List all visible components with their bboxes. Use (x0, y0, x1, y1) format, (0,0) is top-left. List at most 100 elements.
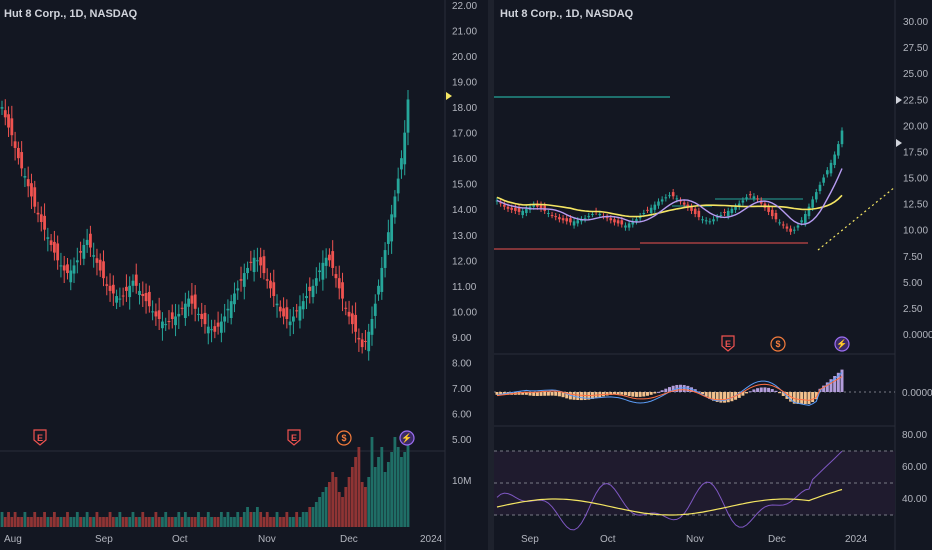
left-candle-body (141, 293, 145, 297)
left-price-marker (446, 92, 452, 100)
left-volume-bar (305, 512, 308, 527)
right-candle-body (822, 177, 825, 183)
left-event-label: E (291, 433, 297, 443)
right-candle-body (653, 204, 657, 210)
left-event-label: E (37, 433, 43, 443)
left-candle-body (216, 322, 220, 327)
left-candle-body (200, 313, 204, 320)
right-event-marker[interactable]: ⚡ (834, 336, 850, 352)
right-price-marker-1 (896, 96, 902, 104)
left-candle-body (269, 280, 272, 289)
panel-divider[interactable] (488, 0, 494, 550)
split-icon (399, 430, 415, 446)
left-price-tick: 19.00 (452, 78, 477, 89)
left-candle-body (236, 288, 240, 291)
left-candle-body (275, 303, 279, 306)
left-candle-body (328, 254, 331, 261)
right-event-label: ⚡ (836, 338, 847, 350)
left-candle-body (305, 296, 308, 299)
left-volume-bar (151, 517, 155, 527)
left-candle-body (131, 280, 135, 286)
right-event-marker[interactable]: $ (770, 336, 786, 352)
left-price-tick: 18.00 (452, 103, 477, 114)
left-candle-body (170, 312, 174, 320)
left-volume-bar (141, 512, 145, 527)
left-volume-bar (174, 517, 177, 527)
macd-signal-line (496, 376, 843, 401)
macd-hist-bar (770, 389, 774, 392)
right-time-tick: Nov (686, 534, 704, 545)
right-candle-body (609, 218, 613, 221)
right-candle-body (660, 199, 664, 202)
left-volume-bar (144, 517, 148, 527)
right-candle-body (726, 210, 730, 217)
left-volume-bar (190, 517, 194, 527)
left-candle-body (92, 255, 96, 257)
left-volume-bar (328, 482, 331, 527)
left-candle-body (62, 265, 66, 271)
right-candle-body (800, 220, 803, 223)
left-volume-bar (229, 517, 233, 527)
right-candle-body (664, 197, 668, 199)
left-volume-bar (213, 517, 217, 527)
left-volume-bar (278, 517, 282, 527)
macd-hist-bar (822, 385, 826, 392)
left-candle-body (128, 285, 132, 298)
left-volume-bar (210, 517, 213, 527)
left-volume-bar (69, 517, 73, 527)
left-candle-body (151, 311, 155, 313)
macd-hist-bar (561, 392, 565, 398)
right-price-tick: 25.00 (903, 69, 928, 80)
left-volume-bar (161, 517, 164, 527)
macd-hist-bar (612, 392, 616, 395)
right-candle-body (708, 221, 712, 223)
left-volume-bar (285, 512, 289, 527)
right-candle-body (807, 206, 811, 217)
rsi-ma-line (496, 488, 843, 516)
left-event-marker[interactable]: ⚡ (399, 430, 415, 446)
left-price-tick: 21.00 (452, 27, 477, 38)
left-volume-bar (134, 517, 138, 527)
macd-hist-bar (631, 392, 635, 397)
left-price-tick: 14.00 (452, 205, 477, 216)
right-candle-body (561, 218, 565, 221)
right-candle-body (620, 220, 624, 225)
left-volume-bar (396, 447, 400, 527)
left-event-marker[interactable]: $ (336, 430, 352, 446)
left-candle-body (203, 312, 207, 325)
left-candle-body (282, 308, 285, 317)
left-candle-body (226, 308, 230, 311)
left-candle-body (390, 214, 394, 242)
right-candle-body (503, 204, 506, 207)
macd-hist-bar (814, 392, 818, 400)
left-candle-body (285, 307, 289, 320)
macd-hist-bar (623, 392, 627, 396)
macd-hist-bar (535, 392, 539, 396)
left-candle-body (377, 285, 380, 295)
right-price-tick: 7.50 (903, 252, 923, 263)
left-volume-bar (3, 517, 7, 527)
left-volume-bar (89, 517, 92, 527)
right-candle-body (690, 206, 693, 211)
macd-hist-bar (524, 392, 528, 395)
right-candle-body (635, 219, 638, 222)
right-candle-body (510, 207, 513, 210)
macd-hist-bar (550, 392, 554, 396)
left-volume-bar (154, 512, 158, 527)
left-event-marker[interactable]: E (287, 429, 301, 446)
right-candle-body (730, 208, 734, 213)
left-volume-bar (62, 517, 66, 527)
left-event-marker[interactable]: E (33, 429, 47, 446)
left-volume-bar (383, 472, 387, 527)
left-candle-body (69, 270, 73, 283)
right-event-marker[interactable]: E (721, 335, 735, 352)
right-candle-body (679, 200, 682, 202)
left-volume-bar (321, 492, 325, 527)
left-volume-bar (10, 517, 14, 527)
left-volume-bar (121, 517, 125, 527)
left-volume-bar (223, 517, 227, 527)
left-volume-bar (272, 517, 276, 527)
macd-hist-bar (829, 379, 833, 392)
macd-hist-bar (803, 392, 807, 404)
right-candle-body (770, 209, 774, 217)
